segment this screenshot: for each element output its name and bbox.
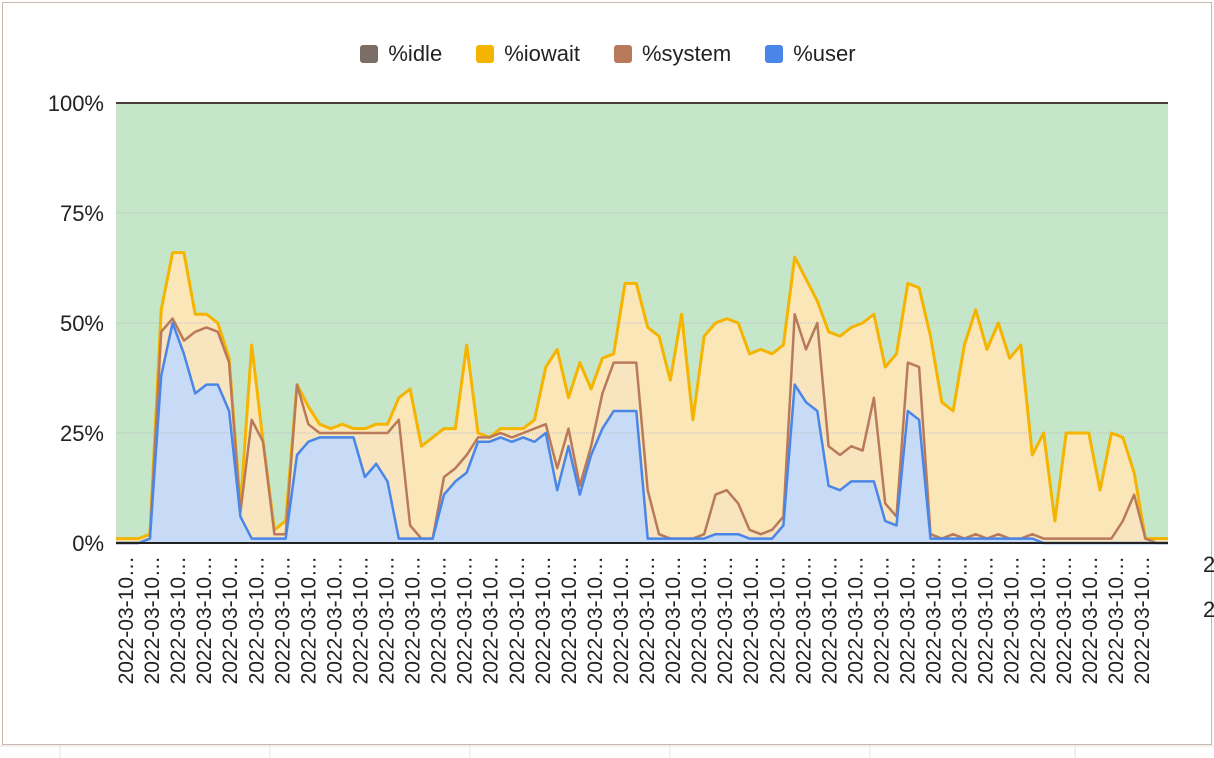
x-tick-label: 2022-03-10… xyxy=(818,556,841,684)
x-tick-label: 2022-03-10… xyxy=(506,556,529,684)
x-tick-label: 2022-03-10… xyxy=(714,556,737,684)
x-tick-label: 2022-03-10… xyxy=(428,556,451,684)
x-tick-label: 2022-03-10… xyxy=(1105,556,1128,684)
legend-item[interactable]: %system xyxy=(614,41,731,67)
area-user xyxy=(116,323,1168,543)
x-tick-label: 2022-03-10… xyxy=(662,556,685,684)
x-tick-label: 2022-03-10… xyxy=(323,556,346,684)
x-tick-label: 2022-03-10… xyxy=(688,556,711,684)
y-tick-label: 100% xyxy=(48,91,104,116)
legend-label: %iowait xyxy=(504,41,580,66)
legend-swatch xyxy=(614,45,632,63)
x-tick-label: 2022-03-10… xyxy=(532,556,555,684)
x-tick-label: 2022-03-10… xyxy=(610,556,633,684)
legend-swatch xyxy=(765,45,784,63)
stacked-area-chart: 0%25%50%75%100%2022-03-10… 2022-03-10… 202… xyxy=(48,91,1168,684)
x-tick-label: 2022-03-10… xyxy=(245,556,268,684)
line-system xyxy=(116,312,1168,545)
x-tick-label: 2022-03-10… xyxy=(193,556,216,684)
offscreen-label-2: 2 xyxy=(1203,597,1214,622)
legend-swatch xyxy=(476,45,495,63)
x-tick-label: 2022-03-10… xyxy=(558,556,581,684)
legend-item[interactable]: %iowait xyxy=(476,41,580,67)
x-tick-label: 2022-03-10… xyxy=(584,556,607,684)
x-tick-label: 2022-03-10… xyxy=(1079,556,1102,684)
x-tick-label: 2022-03-10… xyxy=(402,556,425,684)
x-tick-label: 2022-03-10… xyxy=(376,556,399,684)
y-tick-label: 0% xyxy=(72,531,104,556)
x-tick-label: 2022-03-10… xyxy=(1027,556,1050,684)
x-tick-label: 2022-03-10… xyxy=(480,556,503,684)
x-tick-label: 2022-03-10… xyxy=(297,556,320,684)
legend-item[interactable]: %user xyxy=(765,41,856,67)
x-tick-label: 2022-03-10… xyxy=(897,556,920,684)
x-tick-label: 2022-03-10… xyxy=(1001,556,1024,684)
y-tick-label: 25% xyxy=(60,421,104,446)
x-tick-label: 2022-03-10… xyxy=(792,556,815,684)
line-user xyxy=(116,321,1168,545)
x-tick-label: 2022-03-10… xyxy=(141,556,164,684)
y-tick-label: 75% xyxy=(60,201,104,226)
x-tick-label: 2022-03-10… xyxy=(766,556,789,684)
line-iowait xyxy=(116,251,1168,541)
x-tick-label: 2022-03-10… xyxy=(219,556,242,684)
chart-legend: %idle %iowait %system %user xyxy=(3,41,1213,67)
x-tick-label: 2022-03-10… xyxy=(923,556,946,684)
x-tick-label: 2022-03-10… xyxy=(1131,556,1154,684)
x-tick-label: 2022-03-10… xyxy=(271,556,294,684)
legend-label: %user xyxy=(793,41,856,66)
x-tick-label: 2022-03-10… xyxy=(636,556,659,684)
y-tick-label: 50% xyxy=(60,311,104,336)
legend-label: %system xyxy=(642,41,732,66)
x-tick-label: 2022-03-10… xyxy=(844,556,867,684)
x-tick-label: 2022-03-10… xyxy=(975,556,998,684)
x-tick-label: 2022-03-10… xyxy=(1053,556,1076,684)
offscreen-label-1: 2 xyxy=(1203,552,1214,577)
x-tick-label: 2022-03-10… xyxy=(350,556,373,684)
x-tick-label: 2022-03-10… xyxy=(115,556,138,684)
x-tick-label: 2022-03-10… xyxy=(871,556,894,684)
x-tick-label: 2022-03-10… xyxy=(167,556,190,684)
x-tick-label: 2022-03-10… xyxy=(454,556,477,684)
x-tick-label: 2022-03-10… xyxy=(949,556,972,684)
chart-container[interactable]: %idle %iowait %system %user 0% 25% 50% 75% 100%… xyxy=(2,2,1212,745)
legend-label: %idle xyxy=(388,41,443,66)
legend-item[interactable]: %idle xyxy=(360,41,442,67)
x-tick-label: 2022-03-10… xyxy=(740,556,763,684)
legend-swatch xyxy=(360,45,379,63)
